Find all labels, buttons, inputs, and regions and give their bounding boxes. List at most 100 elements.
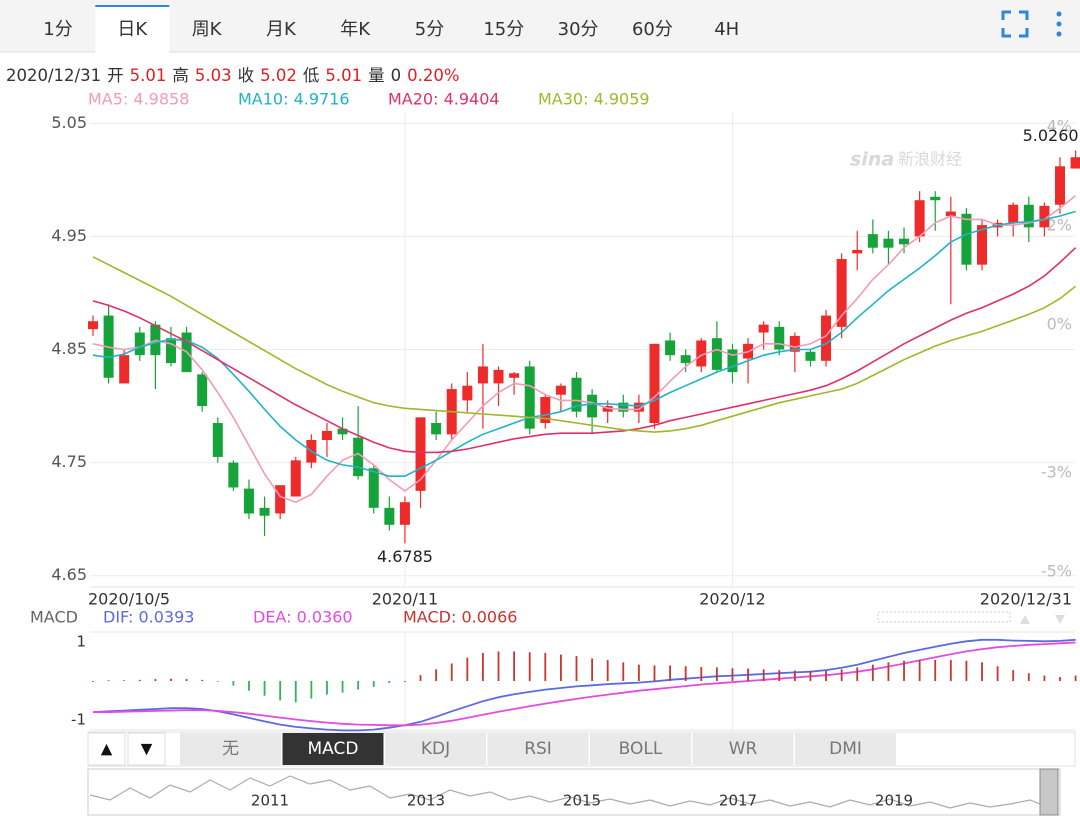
indicator-tab-label[interactable]: MACD bbox=[308, 739, 359, 759]
macd-bar bbox=[965, 660, 968, 681]
tab-label[interactable]: 4H bbox=[714, 19, 739, 40]
y-tick-label: -1 bbox=[71, 710, 86, 728]
candle-body bbox=[462, 385, 473, 401]
info-label: 量 bbox=[368, 66, 385, 85]
panel-up[interactable] bbox=[1020, 615, 1030, 624]
indicator-tab-label[interactable]: KDJ bbox=[421, 739, 450, 759]
legend-entry: MACD: 0.0066 bbox=[403, 608, 517, 627]
indicator-tab[interactable] bbox=[180, 733, 281, 765]
navigator-year: 2019 bbox=[875, 792, 913, 810]
indicator-button-label[interactable]: ▲ bbox=[101, 740, 113, 758]
macd-bar bbox=[637, 664, 640, 681]
menu-icon[interactable] bbox=[1056, 11, 1062, 37]
info-line: 2020/12/31 开 5.01 高 5.03 收 5.02 低 5.01 量 0 0.20% bbox=[6, 66, 460, 85]
macd-bar bbox=[341, 681, 344, 693]
panel-down[interactable] bbox=[1055, 615, 1065, 624]
macd-bar bbox=[107, 680, 110, 682]
tab-label[interactable]: 60分 bbox=[632, 19, 673, 40]
y2-tick-label: 4% bbox=[1047, 116, 1072, 135]
indicator-tab-label[interactable]: DMI bbox=[829, 739, 862, 759]
tab-label[interactable]: 月K bbox=[266, 19, 297, 40]
tab-label[interactable]: 15分 bbox=[483, 19, 524, 40]
macd-bar bbox=[981, 662, 983, 681]
legend-entry: MA10: 4.9716 bbox=[238, 90, 350, 109]
macd-bar bbox=[326, 681, 328, 695]
macd-bar bbox=[248, 681, 250, 691]
indicator-tab[interactable] bbox=[487, 733, 589, 765]
candle-body bbox=[852, 249, 863, 254]
candle-body bbox=[259, 507, 270, 516]
y-tick-label: 5.05 bbox=[51, 113, 87, 132]
candle-body bbox=[1070, 157, 1080, 169]
candle-body bbox=[571, 377, 582, 412]
high-annotation: 5.0260 bbox=[1023, 126, 1079, 145]
ma-line bbox=[92, 195, 1077, 504]
navigator-year: 2015 bbox=[563, 792, 601, 810]
info-value: 5.01 bbox=[325, 66, 362, 85]
macd-bar bbox=[138, 679, 141, 681]
legend-entry: DIF: 0.0393 bbox=[103, 608, 194, 627]
watermark-logo: sina bbox=[850, 149, 894, 171]
indicator-tab[interactable] bbox=[385, 733, 486, 765]
macd-bar bbox=[996, 666, 999, 681]
tab-label[interactable]: 年K bbox=[340, 19, 371, 40]
indicator-tab-label[interactable]: BOLL bbox=[619, 739, 663, 759]
tab-label[interactable]: 周K bbox=[192, 19, 223, 40]
tab-label[interactable]: 30分 bbox=[558, 19, 599, 40]
indicator-button-label[interactable]: ▼ bbox=[141, 740, 153, 758]
candle-body bbox=[930, 196, 941, 201]
navigator[interactable] bbox=[87, 768, 1061, 816]
candle-body bbox=[945, 211, 956, 217]
macd-bar bbox=[840, 669, 843, 681]
indicator-button[interactable] bbox=[87, 732, 126, 766]
tab-label[interactable]: 日K bbox=[117, 19, 148, 40]
candle-body bbox=[197, 374, 208, 407]
navigator-trace bbox=[89, 775, 1041, 809]
candle-body bbox=[555, 385, 566, 395]
macd-bar bbox=[372, 681, 375, 687]
macd-bar bbox=[482, 653, 484, 681]
candle-body bbox=[431, 423, 442, 435]
navigator-handle[interactable] bbox=[1039, 768, 1059, 816]
indicator-tab[interactable] bbox=[282, 733, 384, 765]
candle-body bbox=[836, 259, 847, 327]
indicator-tab-label[interactable]: 无 bbox=[222, 739, 239, 759]
candle-body bbox=[961, 213, 972, 265]
navigator-year: 2011 bbox=[251, 792, 289, 810]
macd-bar bbox=[653, 665, 656, 681]
candle-body bbox=[1008, 204, 1019, 223]
indicator-tab[interactable] bbox=[795, 733, 896, 765]
tab-label[interactable]: 5分 bbox=[415, 19, 444, 40]
indicator-tab-label[interactable]: RSI bbox=[524, 739, 552, 759]
active-tab[interactable] bbox=[95, 6, 170, 53]
candle-body bbox=[821, 315, 832, 361]
candle-body bbox=[727, 349, 738, 373]
macd-bar bbox=[731, 668, 734, 681]
macd-bar bbox=[185, 679, 188, 681]
info-label: 开 bbox=[107, 66, 124, 85]
indicator-button[interactable] bbox=[127, 732, 166, 766]
candle-body bbox=[353, 437, 364, 477]
macd-bar bbox=[497, 651, 500, 681]
macd-bar bbox=[419, 675, 422, 681]
macd-bar bbox=[388, 681, 391, 683]
low-annotation: 4.6785 bbox=[377, 547, 433, 566]
tab-label[interactable]: 1分 bbox=[43, 19, 72, 40]
x-tick-label: 2020/10/5 bbox=[88, 590, 170, 609]
macd-bar bbox=[357, 681, 360, 690]
macd-bar bbox=[903, 660, 905, 681]
ma-line bbox=[92, 247, 1077, 454]
fullscreen-icon[interactable] bbox=[1001, 10, 1029, 38]
candle-body bbox=[540, 397, 551, 424]
macd-bar bbox=[294, 681, 297, 703]
indicator-tab[interactable] bbox=[692, 733, 794, 765]
macd-bar bbox=[825, 670, 827, 681]
candle-body bbox=[477, 366, 488, 384]
indicator-tab-label[interactable]: WR bbox=[729, 739, 758, 759]
info-value: 5.03 bbox=[195, 66, 232, 85]
macd-bar bbox=[435, 669, 438, 681]
macd-bar bbox=[949, 660, 952, 681]
indicator-tab[interactable] bbox=[590, 733, 691, 765]
candle-body bbox=[119, 355, 130, 384]
y-tick-label: 4.65 bbox=[51, 565, 87, 584]
